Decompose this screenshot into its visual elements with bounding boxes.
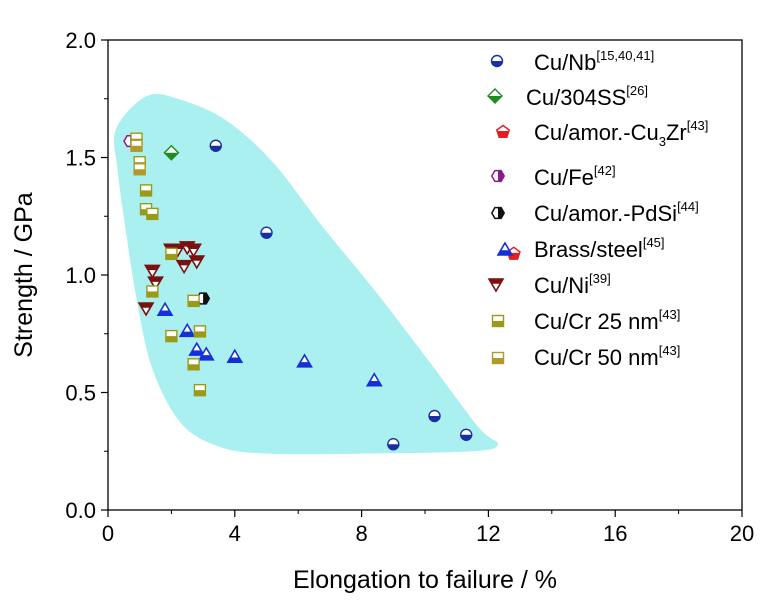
y-tick-label: 1.5	[65, 146, 96, 171]
data-point-7-9	[187, 358, 200, 371]
legend-item: Cu/Nb[15,40,41]	[490, 48, 654, 75]
legend-item: Cu/304SS[26]	[487, 83, 648, 110]
legend-marker	[490, 169, 506, 183]
legend-item: Brass/steel[45]	[496, 235, 665, 262]
data-point-6-7	[185, 243, 202, 258]
legend-marker	[490, 206, 506, 220]
data-point-6-8	[188, 255, 206, 270]
legend-item: Cu/Fe[42]	[490, 163, 616, 190]
legend-item: Cu/Cr 25 nm[43]	[491, 307, 680, 334]
legend-item: Cu/amor.-PdSi[44]	[490, 199, 699, 226]
data-point-7-4	[146, 207, 159, 221]
legend-marker	[495, 124, 511, 139]
legend-label: Cu/Fe[42]	[534, 163, 616, 190]
data-point-7-10	[165, 329, 178, 343]
y-tick-label: 0.0	[65, 498, 96, 523]
data-point-5-2	[188, 341, 206, 356]
data-point-5-0	[156, 301, 174, 316]
legend-marker	[496, 241, 514, 256]
legend-name-tail: Zr	[666, 120, 687, 145]
legend-label: Cu/amor.-Cu3Zr[43]	[534, 118, 708, 149]
legend-name: Cu/Cr 50 nm	[534, 345, 659, 370]
data-point-6-2	[147, 276, 164, 291]
data-point-7-8	[193, 325, 207, 338]
shaded-region	[113, 93, 498, 455]
legend-item: Cu/Ni[39]	[487, 271, 611, 298]
legend-label: Brass/steel[45]	[534, 235, 665, 262]
x-tick-label: 12	[476, 521, 500, 546]
legend-reference: [26]	[626, 83, 648, 98]
legend: Cu/Nb[15,40,41] Cu/304SS[26] Cu/amor.-Cu3Z…	[487, 48, 708, 370]
legend-item: Cu/amor.-Cu3Zr[43]	[495, 118, 708, 149]
y-tick-label: 2.0	[65, 28, 96, 53]
data-point-7-11	[193, 383, 207, 397]
legend-label: Cu/Cr 25 nm[43]	[534, 307, 680, 334]
legend-label: Cu/Ni[39]	[534, 271, 611, 298]
shaded-region-layer	[113, 93, 498, 455]
legend-name: Cu/304SS	[526, 85, 626, 110]
data-point-7-6	[146, 285, 159, 298]
data-point-0-0	[209, 139, 222, 152]
legend-subscript: 3	[659, 134, 666, 149]
legend-name: Cu/Ni	[534, 273, 589, 298]
legend-name: Cu/amor.-Cu	[534, 120, 659, 145]
legend-item: Cu/Cr 50 nm[43]	[491, 343, 680, 370]
x-tick-label: 16	[603, 521, 627, 546]
data-point-0-1	[260, 226, 273, 239]
data-point-7-2	[139, 184, 153, 197]
data-point-0-2	[387, 438, 400, 451]
legend-marker	[487, 88, 503, 104]
legend-reference: [39]	[589, 271, 611, 286]
data-point-1-0	[163, 144, 180, 161]
data-point-5-1	[178, 322, 196, 338]
data-point-5-4	[226, 348, 244, 363]
data-point-6-1	[143, 264, 161, 279]
x-tick-label: 0	[102, 521, 114, 546]
legend-marker	[487, 278, 505, 293]
x-tick-label: 4	[229, 521, 241, 546]
data-point-8-0	[130, 139, 143, 152]
legend-marker	[490, 54, 504, 68]
data-point-8-1	[133, 163, 146, 176]
data-points-layer	[123, 132, 521, 451]
legend-label: Cu/Nb[15,40,41]	[534, 48, 654, 75]
y-tick-label: 1.0	[65, 263, 96, 288]
data-point-6-5	[175, 259, 193, 275]
data-point-5-3	[197, 346, 215, 361]
x-tick-label: 8	[355, 521, 367, 546]
x-axis-label: Elongation to failure / %	[293, 566, 557, 594]
legend-label: Cu/amor.-PdSi[44]	[534, 199, 699, 226]
data-point-0-3	[428, 409, 441, 423]
legend-name: Cu/Fe	[534, 165, 594, 190]
data-point-5-5	[296, 353, 313, 368]
axes: 0 4 8 12 16 20 0.0 0.5 1.0 1.5 2.0	[65, 28, 754, 546]
legend-reference: [42]	[594, 163, 616, 178]
data-point-7-7	[187, 294, 200, 308]
legend-name: Cu/Cr 25 nm	[534, 309, 659, 334]
x-tick-label: 20	[730, 521, 754, 546]
legend-label: Cu/Cr 50 nm[43]	[534, 343, 680, 370]
y-tick-label: 0.5	[65, 381, 96, 406]
data-point-0-4	[460, 428, 473, 441]
legend-marker	[491, 351, 505, 365]
legend-name: Cu/amor.-PdSi	[534, 201, 677, 226]
legend-name: Brass/steel	[534, 237, 643, 262]
y-axis-label: Strength / GPa	[10, 192, 38, 357]
data-point-7-5	[165, 247, 178, 261]
legend-reference: [15,40,41]	[596, 48, 654, 63]
legend-name: Cu/Nb	[534, 50, 596, 75]
legend-reference: [43]	[659, 307, 681, 322]
data-point-6-0	[137, 302, 155, 317]
legend-reference: [44]	[677, 199, 699, 214]
legend-reference: [43]	[659, 343, 681, 358]
legend-label: Cu/304SS[26]	[526, 83, 648, 110]
legend-marker	[491, 314, 505, 328]
data-point-5-6	[365, 372, 383, 387]
legend-reference: [43]	[687, 118, 709, 133]
legend-reference: [45]	[643, 235, 665, 250]
